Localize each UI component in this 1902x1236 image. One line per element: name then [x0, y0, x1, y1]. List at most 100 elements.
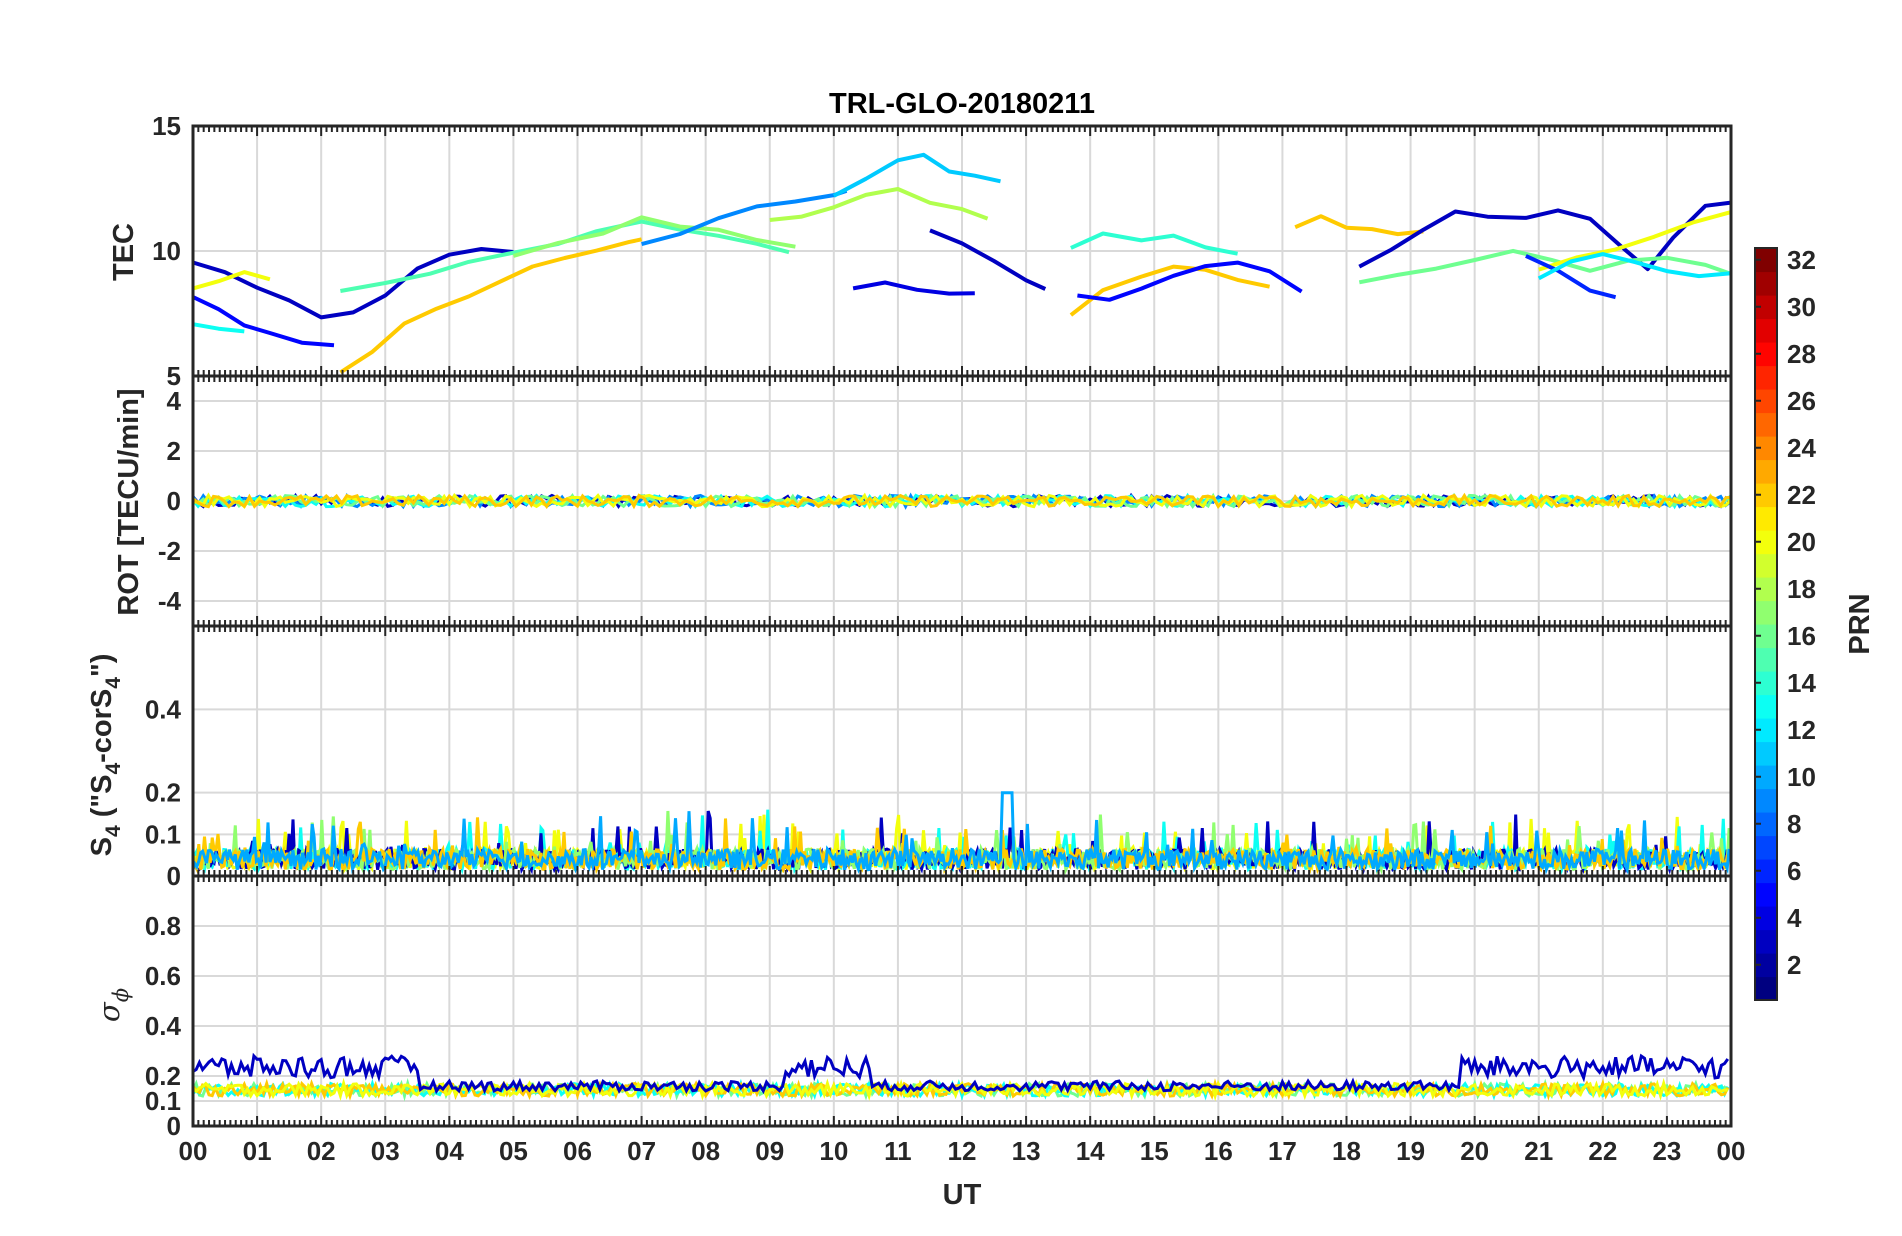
colorbar-tick-label: 4 [1787, 903, 1802, 933]
colorbar-segment [1755, 483, 1777, 508]
colorbar-segment [1755, 624, 1777, 649]
colorbar-segment [1755, 976, 1777, 1001]
x-axis-tick-labels: 00 01 02 03 04 05 06 07 08 09 10 11 12 13 14 15 16 17 18 19… [179, 1136, 1746, 1166]
colorbar-segment [1755, 530, 1777, 555]
x-tick-label: 07 [627, 1136, 656, 1166]
series-group [191, 1052, 1730, 1102]
tec-series-line [192, 270, 271, 291]
rot-axis-label: ROT [TECU/min] [113, 388, 145, 615]
panel-s4: 0 0.1 0.2 0.4 [145, 624, 1733, 891]
colorbar-tick-label: 14 [1787, 668, 1816, 698]
colorbar-tick-label: 28 [1787, 339, 1816, 369]
x-tick-label: 03 [371, 1136, 400, 1166]
rot-series-line [192, 492, 1732, 510]
x-tick-label: 04 [435, 1136, 464, 1166]
colorbar-tick-label: 2 [1787, 950, 1801, 980]
tec-series-line [1070, 231, 1238, 256]
colorbar-tick-label: 8 [1787, 809, 1801, 839]
y-tick-label: 0.2 [145, 778, 181, 808]
colorbar-segment [1755, 718, 1777, 743]
colorbar-segment [1755, 647, 1777, 672]
colorbar-segment [1755, 788, 1777, 813]
colorbar-segment [1755, 436, 1777, 461]
tec-series-line [832, 152, 1001, 198]
tec-series-line [1537, 252, 1732, 281]
colorbar-tick-label: 20 [1787, 527, 1816, 557]
y-tick-label: 0.4 [145, 1011, 182, 1041]
colorbar-frame [1754, 247, 1778, 1001]
y-tick-label: 0.6 [145, 961, 181, 991]
y-tick-label: 0.4 [145, 694, 182, 724]
panel-sigma-phi: 00.10.2 0.4 0.6 0.8 [145, 874, 1733, 1141]
tec-series-line [1358, 200, 1732, 272]
colorbar-segment [1755, 835, 1777, 860]
x-tick-label: 11 [884, 1136, 912, 1166]
tec-series-line [1525, 254, 1617, 300]
colorbar-label: PRN [1844, 593, 1876, 654]
y-tick-label: 0.1 [145, 819, 181, 849]
colorbar-segment [1755, 671, 1777, 696]
colorbar-tick-label: 24 [1787, 433, 1816, 463]
x-tick-label: 20 [1460, 1136, 1489, 1166]
y-tick-label: 0.2 [145, 1061, 181, 1091]
colorbar-segment [1755, 694, 1777, 719]
x-tick-label: 22 [1588, 1136, 1617, 1166]
tec-series-line [769, 187, 989, 222]
colorbar-segment [1755, 906, 1777, 931]
x-tick-label: 13 [1012, 1136, 1041, 1166]
x-tick-label: 18 [1332, 1136, 1361, 1166]
x-tick-label: 08 [691, 1136, 720, 1166]
panel-tec: 5 10 15 [152, 111, 1733, 391]
y-tick-label: 10 [152, 236, 181, 266]
colorbar-tick-label: 26 [1787, 386, 1816, 416]
colorbar-tick-label: 16 [1787, 621, 1816, 651]
x-tick-label: 17 [1268, 1136, 1297, 1166]
colorbar-segment [1755, 389, 1777, 414]
colorbar-segment [1755, 741, 1777, 766]
x-tick-label: 16 [1204, 1136, 1233, 1166]
tec-series-line [1294, 214, 1424, 237]
tec-series-line [512, 215, 796, 258]
tec-series-line [192, 322, 245, 334]
x-tick-label: 05 [499, 1136, 528, 1166]
y-tick-label: 0.8 [145, 911, 181, 941]
colorbar-segment [1755, 342, 1777, 367]
colorbar-tick-label: 18 [1787, 574, 1816, 604]
colorbar-segment [1755, 459, 1777, 484]
x-tick-label: 14 [1076, 1136, 1105, 1166]
y-tick-label: -4 [158, 586, 182, 616]
s4-axis-label: S4 ("S4-corS4") [86, 654, 125, 857]
colorbar-segment [1755, 318, 1777, 343]
colorbar-segment [1755, 248, 1777, 273]
colorbar-segment [1755, 271, 1777, 296]
colorbar-segment [1755, 600, 1777, 625]
x-axis-label: UT [943, 1179, 982, 1211]
x-tick-label: 19 [1396, 1136, 1425, 1166]
colorbar-segment [1755, 506, 1777, 531]
sigma-series-line [192, 1052, 1730, 1095]
colorbar-segment [1755, 859, 1777, 884]
y-tick-label: -2 [158, 536, 181, 566]
tec-series-line [339, 237, 643, 375]
tec-series-line [1538, 210, 1732, 272]
y-tick-label: 0 [167, 486, 181, 516]
x-tick-label: 23 [1652, 1136, 1681, 1166]
colorbar-segment [1755, 765, 1777, 790]
tec-series-line [852, 280, 975, 296]
colorbar-segment [1755, 577, 1777, 602]
series-group [191, 492, 1733, 510]
colorbar-tick-label: 30 [1787, 292, 1816, 322]
colorbar-segment [1755, 953, 1777, 978]
y-tick-label: 0 [167, 1111, 181, 1141]
tec-series-line [1077, 260, 1303, 302]
x-tick-label: 06 [563, 1136, 592, 1166]
y-tick-label: 15 [152, 111, 181, 141]
colorbar-segment [1755, 412, 1777, 437]
rot-series-line [192, 492, 1733, 510]
tec-series-line [1069, 264, 1271, 317]
colorbar-segment [1755, 929, 1777, 954]
y-tick-label: 0.1 [145, 1086, 181, 1116]
colorbar-segment [1755, 553, 1777, 578]
